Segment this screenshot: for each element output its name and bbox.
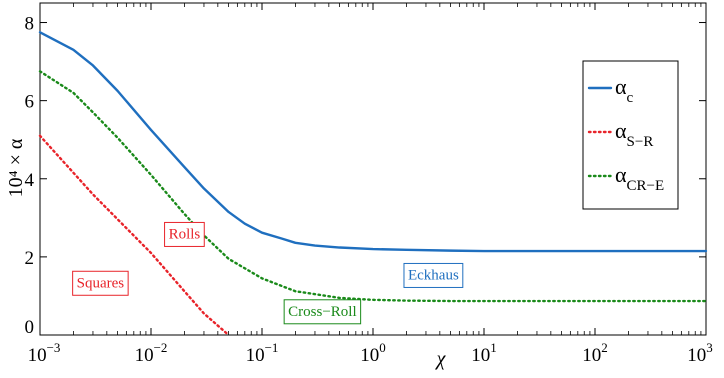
legend-entry: αS−R — [615, 118, 653, 150]
y-axis-label: 10⁴ × α — [5, 138, 27, 197]
x-tick-label: 10−1 — [246, 340, 279, 366]
axis-ticks: 10−3 10−2 10−1 100 101 102 103 0 2 4 6 8 — [25, 3, 713, 366]
annotation-frame — [72, 270, 129, 296]
annotation-label: Squares — [77, 275, 125, 291]
legend: αc αS−R αCR−E — [582, 60, 679, 210]
axis-labels: χ 10⁴ × α — [5, 138, 447, 370]
y-tick-label: 2 — [25, 248, 35, 269]
x-tick-label: 103 — [687, 340, 713, 366]
x-tick-label: 100 — [360, 340, 386, 366]
annotation-frame — [403, 262, 464, 288]
annotations: Rolls Squares Cross−Roll Eckhaus — [72, 221, 464, 325]
x-axis-label: χ — [435, 348, 447, 370]
series-line-1 — [38, 134, 230, 337]
series-line-0 — [38, 31, 708, 253]
y-tick-label: 8 — [25, 14, 35, 35]
x-tick-label: 10−2 — [135, 340, 168, 366]
annotation-label: Eckhaus — [408, 267, 459, 283]
y-tick-label: 6 — [25, 92, 35, 113]
annotation-box: Squares — [72, 270, 129, 296]
series-line-2 — [38, 70, 708, 303]
annotation-label: Cross−Roll — [288, 304, 356, 320]
x-tick-label: 101 — [471, 340, 497, 366]
y-tick-label: 0 — [25, 317, 35, 338]
series-lines — [38, 31, 708, 337]
legend-entry: αc — [615, 74, 634, 106]
y-tick-label: 4 — [25, 170, 35, 191]
annotation-box: Rolls — [164, 221, 205, 247]
x-tick-label: 102 — [582, 340, 608, 366]
annotation-frame — [164, 221, 205, 247]
annotation-frame — [283, 299, 362, 325]
annotation-label: Rolls — [169, 226, 201, 242]
x-tick-label: 10−3 — [28, 340, 61, 366]
annotation-box: Cross−Roll — [283, 299, 362, 325]
legend-box — [582, 60, 679, 210]
legend-entry: αCR−E — [615, 162, 664, 194]
annotation-box: Eckhaus — [403, 262, 464, 288]
